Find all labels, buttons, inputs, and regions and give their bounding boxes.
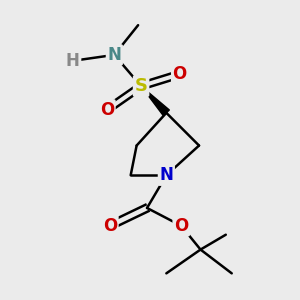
Text: O: O — [103, 217, 117, 235]
Text: N: N — [107, 46, 121, 64]
Polygon shape — [141, 86, 170, 116]
Text: O: O — [172, 65, 187, 83]
Text: O: O — [174, 217, 188, 235]
Text: O: O — [100, 101, 114, 119]
Text: S: S — [135, 77, 148, 95]
Text: H: H — [66, 52, 80, 70]
Text: N: N — [159, 166, 173, 184]
